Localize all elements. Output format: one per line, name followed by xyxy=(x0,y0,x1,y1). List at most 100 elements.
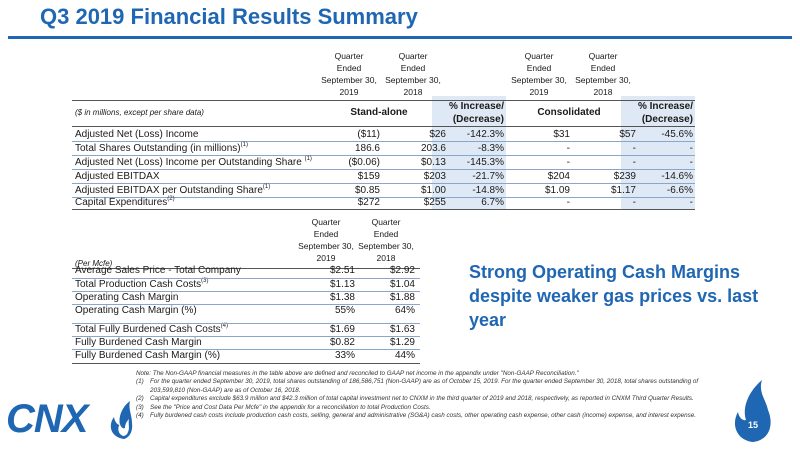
row-value: $1.17 xyxy=(610,185,636,196)
row-value: - xyxy=(689,143,693,154)
footnote-number: (1) xyxy=(136,378,144,386)
footnote-text: Capital expenditures exclude $63.9 milli… xyxy=(150,395,694,403)
row-divider xyxy=(72,155,695,156)
table-row: Capital Expenditures(2) $272 $255 6.7% - - - xyxy=(72,196,695,209)
row-label: Operating Cash Margin (%) xyxy=(75,305,197,316)
row-value: $0.85 xyxy=(354,185,380,196)
row-value: $0.13 xyxy=(420,157,446,168)
cash-margin-table: Quarter Ended September 30, 2019 Quarter… xyxy=(72,216,420,366)
row-divider xyxy=(72,183,695,184)
row-value: - xyxy=(689,157,693,168)
row-value: 6.7% xyxy=(481,197,504,208)
col-header-consolidated-2019: Quarter Ended September 30, 2019 xyxy=(511,51,567,97)
row-value: $204 xyxy=(547,171,570,182)
row-divider xyxy=(72,169,695,170)
row-label: Average Sales Price - Total Company xyxy=(75,265,241,276)
row-value: ($0.06) xyxy=(348,157,380,168)
title-divider xyxy=(8,36,792,39)
table-row: Operating Cash Margin $1.38 $1.88 xyxy=(72,291,420,304)
row-value: -14.6% xyxy=(661,171,693,182)
row-value: -8.3% xyxy=(477,143,504,154)
row-value: - xyxy=(632,143,636,154)
table-row: Adjusted Net (Loss) Income per Outstandi… xyxy=(72,156,695,169)
table-row: Average Sales Price - Total Company $2.51… xyxy=(72,264,420,277)
row-value: $272 xyxy=(357,197,380,208)
row-label: Operating Cash Margin xyxy=(75,292,179,303)
row-label: Fully Burdened Cash Margin xyxy=(75,337,202,348)
row-value: $31 xyxy=(553,129,570,140)
row-value: $1.04 xyxy=(389,279,415,290)
row-value: $1.13 xyxy=(329,279,355,290)
footnote-intro: Note: The Non-GAAP financial measures in… xyxy=(136,370,579,377)
cnx-logo: CNX xyxy=(6,395,134,443)
row-value: - xyxy=(689,197,693,208)
row-value: 33% xyxy=(334,350,355,361)
financial-results-table: Quarter Ended September 30, 2019 Quarter… xyxy=(72,48,695,210)
col-header-consolidated-2018: Quarter Ended September 30, 2018 xyxy=(575,51,631,97)
row-value: $1.00 xyxy=(420,185,446,196)
row-value: $1.88 xyxy=(389,292,415,303)
row-divider xyxy=(72,336,420,337)
group-consolidated: Consolidated xyxy=(537,107,601,118)
row-value: ($11) xyxy=(357,129,380,140)
row-value: -21.7% xyxy=(472,171,504,182)
row-divider xyxy=(72,304,420,305)
row-value: -145.3% xyxy=(466,157,504,168)
row-value: $1.69 xyxy=(329,324,355,335)
row-label: Total Fully Burdened Cash Costs(4) xyxy=(75,323,228,335)
footnote-item: (2) Capital expenditures exclude $63.9 mi… xyxy=(136,395,721,403)
footnote-text: See the "Price and Cost Data Per Mcfe" i… xyxy=(150,403,431,411)
table-row: Adjusted Net (Loss) Income ($11) $26 -142.3… xyxy=(72,128,695,141)
row-divider xyxy=(72,141,695,142)
row-value: $2.51 xyxy=(329,265,355,276)
row-value: - xyxy=(566,197,570,208)
row-value: - xyxy=(632,157,636,168)
table2-bottom-rule xyxy=(72,363,420,364)
callout-text: Strong Operating Cash Margins despite we… xyxy=(469,262,759,330)
row-label: Adjusted EBITDAX per Outstanding Share(1… xyxy=(75,184,271,196)
row-value: $26 xyxy=(429,129,446,140)
row-label: Capital Expenditures(2) xyxy=(75,196,175,208)
group-standalone: Stand-alone xyxy=(350,107,408,118)
row-value: 186.6 xyxy=(354,143,380,154)
row-value: $239 xyxy=(613,171,636,182)
table-row: Operating Cash Margin (%) 55% 64% xyxy=(72,304,420,317)
row-value: $1.29 xyxy=(389,337,415,348)
col-header-2019: Quarter Ended September 30, 2019 xyxy=(298,217,354,263)
pct-column-shade-consolidated xyxy=(621,96,695,210)
pct-column-shade-standalone xyxy=(432,96,506,210)
row-value: $159 xyxy=(357,171,380,182)
pct-header-consolidated: % Increase/ (Decrease) xyxy=(637,101,693,125)
row-value: - xyxy=(566,157,570,168)
row-value: $1.63 xyxy=(389,324,415,335)
col-header-standalone-2018: Quarter Ended September 30, 2018 xyxy=(385,51,441,97)
table2-header-rule xyxy=(72,268,420,269)
row-value: $57 xyxy=(619,129,636,140)
table-row: Adjusted EBITDAX $159 $203 -21.7% $204 $239 -1… xyxy=(72,170,695,183)
table-row: Adjusted EBITDAX per Outstanding Share(1… xyxy=(72,184,695,197)
footnote-text: Fully burdened cash costs include produc… xyxy=(150,412,697,420)
row-label: Adjusted Net (Loss) Income per Outstandi… xyxy=(75,156,312,168)
page-number: 15 xyxy=(747,420,758,430)
row-value: 55% xyxy=(334,305,355,316)
row-label: Adjusted EBITDAX xyxy=(75,171,160,182)
row-label: Adjusted Net (Loss) Income xyxy=(75,129,199,140)
row-divider xyxy=(72,278,420,279)
logo-wordmark: CNX xyxy=(6,397,88,441)
table-row: Fully Burdened Cash Margin (%) 33% 44% xyxy=(72,349,420,362)
footnote-number: (4) xyxy=(136,412,144,420)
row-divider xyxy=(72,197,695,198)
row-divider xyxy=(72,349,420,350)
table-row: Total Fully Burdened Cash Costs(4) $1.69 $… xyxy=(72,323,420,336)
row-value: $1.38 xyxy=(329,292,355,303)
row-value: $1.09 xyxy=(544,185,570,196)
footnote-number: (2) xyxy=(136,395,144,403)
table1-units: ($ in millions, except per share data) xyxy=(75,108,204,117)
page-flame-icon xyxy=(734,380,771,442)
table-row: Fully Burdened Cash Margin $0.82 $1.29 xyxy=(72,336,420,349)
row-value: $2.92 xyxy=(389,265,415,276)
col-header-standalone-2019: Quarter Ended September 30, 2019 xyxy=(321,51,377,97)
pct-header-standalone: % Increase/ (Decrease) xyxy=(448,101,504,125)
footnote-number: (3) xyxy=(136,403,144,411)
row-value: -142.3% xyxy=(466,129,504,140)
